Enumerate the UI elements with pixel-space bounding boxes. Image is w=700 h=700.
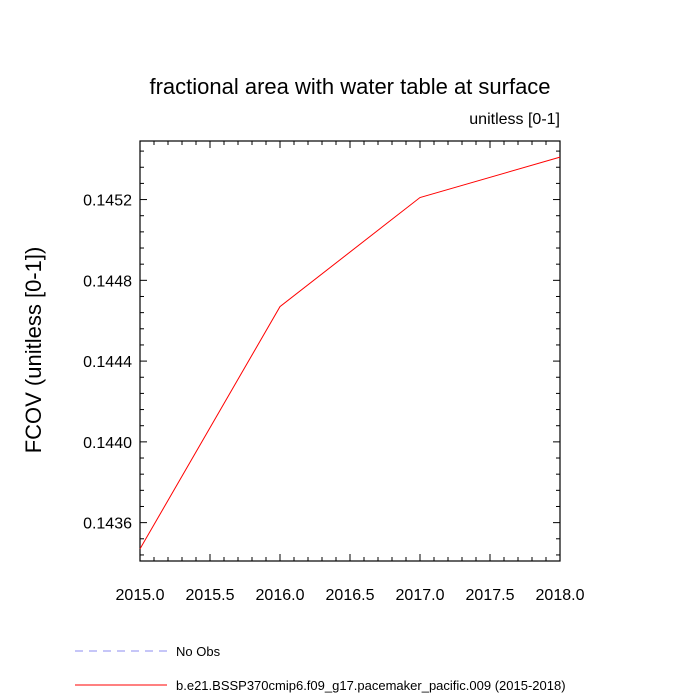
y-tick-label: 0.1440	[83, 435, 132, 452]
x-tick-label: 2015.0	[116, 587, 165, 604]
x-tick-label: 2018.0	[536, 587, 585, 604]
legend-label: b.e21.BSSP370cmip6.f09_g17.pacemaker_pac…	[176, 678, 566, 693]
y-tick-label: 0.1444	[83, 354, 132, 371]
legend: No Obs b.e21.BSSP370cmip6.f09_g17.pacemak…	[75, 644, 566, 693]
y-axis-label: FCOV (unitless [0-1])	[21, 247, 46, 454]
x-tick-label: 2017.0	[396, 587, 445, 604]
y-tick-label: 0.1448	[83, 273, 132, 290]
chart-subtitle: unitless [0-1]	[469, 111, 560, 128]
x-tick-label: 2015.5	[186, 587, 235, 604]
x-tick-label: 2017.5	[466, 587, 515, 604]
x-tick-label: 2016.5	[326, 587, 375, 604]
series-line	[139, 156, 561, 550]
plot-area: 2015.0 2015.5 2016.0 2016.5 2017.0 2017.5 2018…	[83, 140, 585, 604]
chart-title: fractional area with water table at surf…	[149, 74, 550, 99]
plot-frame	[139, 140, 561, 562]
x-tick-label: 2016.0	[256, 587, 305, 604]
y-tick-label: 0.1452	[83, 193, 132, 210]
y-tick-label: 0.1436	[83, 516, 132, 533]
legend-label: No Obs	[176, 644, 221, 659]
